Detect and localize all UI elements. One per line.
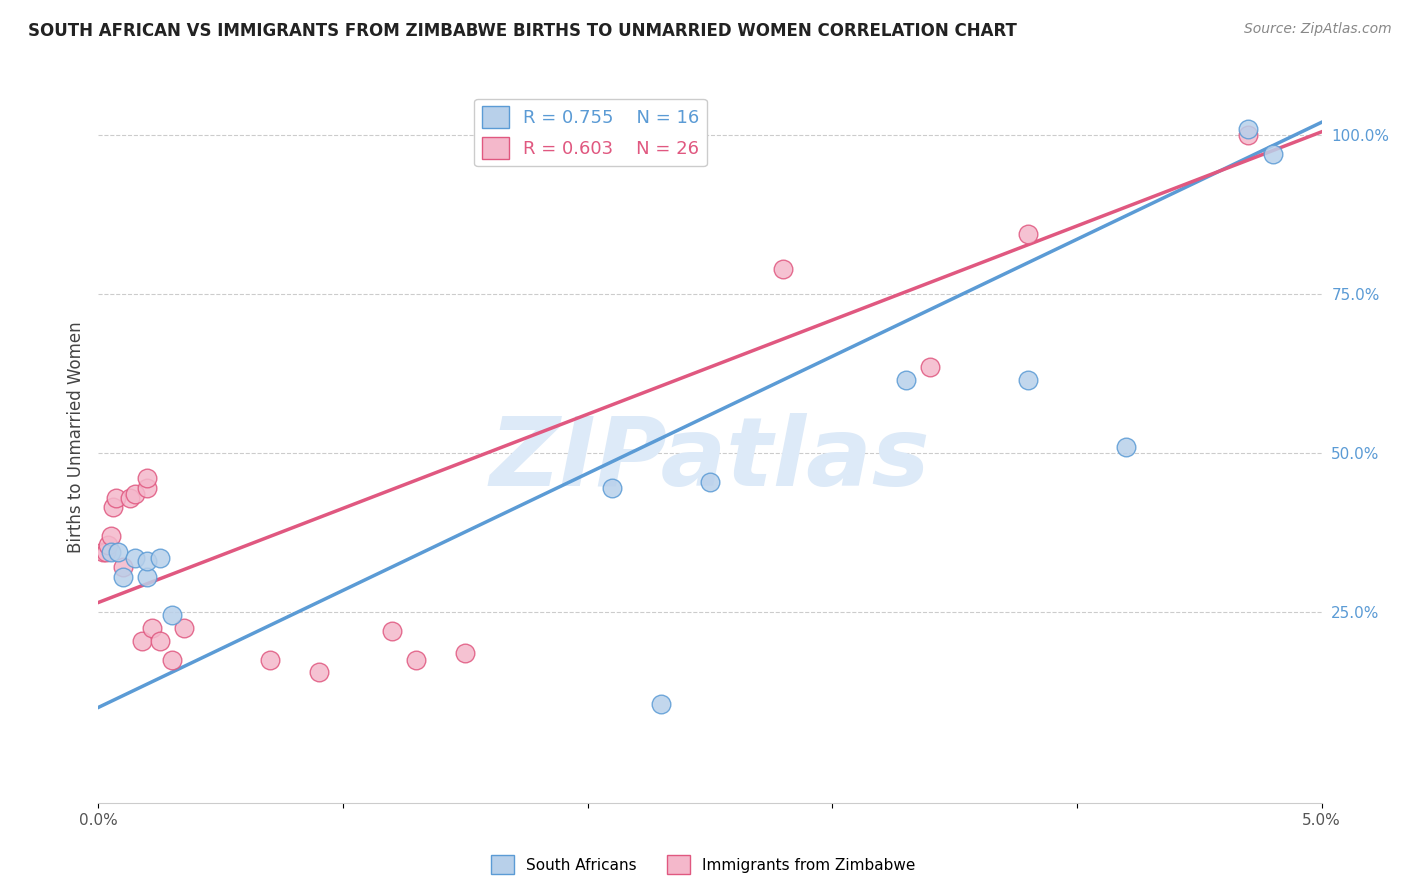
Legend: South Africans, Immigrants from Zimbabwe: South Africans, Immigrants from Zimbabwe	[485, 849, 921, 880]
Point	[124, 550, 146, 565]
Point	[107, 544, 129, 558]
Point	[600, 481, 623, 495]
Point	[111, 560, 134, 574]
Point	[699, 475, 721, 489]
Point	[920, 360, 942, 375]
Point	[131, 633, 153, 648]
Point	[405, 653, 427, 667]
Point	[100, 544, 122, 558]
Point	[149, 550, 172, 565]
Point	[1115, 440, 1137, 454]
Point	[308, 665, 330, 680]
Point	[141, 621, 163, 635]
Point	[111, 570, 134, 584]
Point	[259, 653, 281, 667]
Point	[136, 570, 159, 584]
Point	[772, 261, 794, 276]
Point	[1261, 147, 1284, 161]
Text: ZIPatlas: ZIPatlas	[489, 412, 931, 506]
Point	[173, 621, 195, 635]
Point	[104, 491, 127, 505]
Point	[136, 481, 159, 495]
Point	[100, 529, 122, 543]
Point	[381, 624, 404, 638]
Text: Source: ZipAtlas.com: Source: ZipAtlas.com	[1244, 22, 1392, 37]
Point	[136, 554, 159, 568]
Point	[160, 608, 183, 623]
Point	[136, 471, 159, 485]
Legend: R = 0.755    N = 16, R = 0.603    N = 26: R = 0.755 N = 16, R = 0.603 N = 26	[474, 99, 707, 166]
Point	[1017, 373, 1039, 387]
Point	[124, 487, 146, 501]
Point	[894, 373, 917, 387]
Point	[1017, 227, 1039, 241]
Point	[454, 646, 477, 660]
Y-axis label: Births to Unmarried Women: Births to Unmarried Women	[66, 321, 84, 553]
Point	[97, 538, 120, 552]
Point	[101, 500, 124, 514]
Point	[149, 633, 172, 648]
Point	[1237, 121, 1260, 136]
Point	[675, 103, 697, 117]
Point	[120, 491, 142, 505]
Point	[91, 544, 114, 558]
Point	[1237, 128, 1260, 142]
Point	[94, 544, 117, 558]
Point	[650, 697, 672, 711]
Point	[160, 653, 183, 667]
Text: SOUTH AFRICAN VS IMMIGRANTS FROM ZIMBABWE BIRTHS TO UNMARRIED WOMEN CORRELATION : SOUTH AFRICAN VS IMMIGRANTS FROM ZIMBABW…	[28, 22, 1017, 40]
